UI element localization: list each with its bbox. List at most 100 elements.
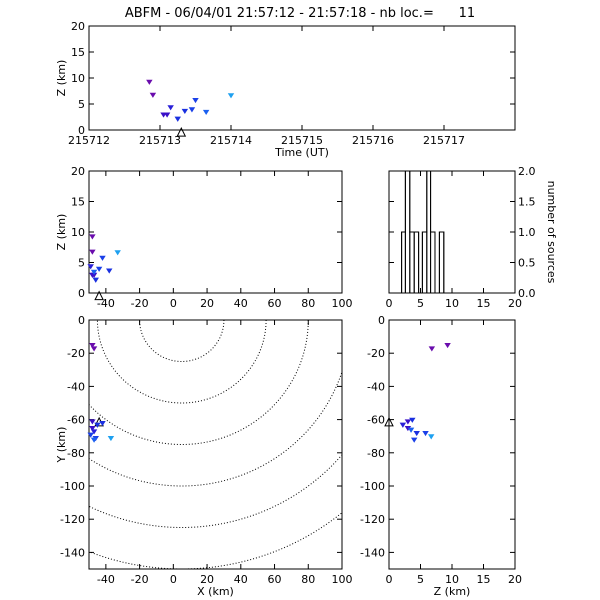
y-tick-label: 20 xyxy=(71,20,85,33)
x-tick-label: 0 xyxy=(170,573,177,586)
source-point xyxy=(89,343,96,349)
y-tick-label: 10 xyxy=(71,226,85,239)
chart-histogram: 0 5 10 15 200.0 0.5 1.0 1.5 2.0 number of sources xyxy=(386,165,559,310)
source-point xyxy=(399,422,407,428)
x-tick-label: 215717 xyxy=(423,134,465,147)
y-tick-label: 0.5 xyxy=(518,257,536,270)
y-tick-label: -120 xyxy=(60,513,85,526)
x-tick-label: 15 xyxy=(477,297,491,310)
source-point xyxy=(227,93,235,99)
source-point xyxy=(181,108,189,115)
x-tick-label: 10 xyxy=(445,573,459,586)
source-point xyxy=(89,234,96,240)
source-point xyxy=(89,426,96,432)
figure-title: ABFM - 06/04/01 21:57:12 - 21:57:18 - nb… xyxy=(125,6,475,21)
source-point xyxy=(422,430,429,437)
histogram-bar xyxy=(404,170,411,294)
source-point xyxy=(428,346,436,352)
source-point xyxy=(94,422,101,428)
x-tick-label: 80 xyxy=(301,297,315,310)
x-axis-label: Time (UT) xyxy=(274,146,329,159)
y-tick-label: -20 xyxy=(367,347,385,360)
y-tick-label: 0.0 xyxy=(518,287,536,300)
source-point xyxy=(89,249,96,255)
plot-frame xyxy=(388,319,516,570)
y-tick-label: 0 xyxy=(378,314,385,327)
chart-time-z: 215712 215713 215714 215715 215716 215717 0 5 10… xyxy=(55,20,516,159)
source-point xyxy=(427,434,435,440)
plot-frame xyxy=(88,25,516,131)
source-point xyxy=(192,97,199,104)
histogram-bar xyxy=(426,170,432,294)
chart-z-y: 0 5 10 15 20 -140 -120 -100 -80 -60 -40 -20 0 Z (km) xyxy=(360,314,522,598)
source-point xyxy=(87,264,94,270)
x-tick-label: 10 xyxy=(445,297,459,310)
x-tick-label: 5 xyxy=(417,573,424,586)
plots-layer: 215712 215713 215714 215715 215716 215717 0 5 10… xyxy=(55,20,559,598)
y-tick-label: 5 xyxy=(78,257,85,270)
y-tick-label: 15 xyxy=(71,196,85,209)
source-point xyxy=(99,421,106,427)
y-tick-label: 0 xyxy=(78,124,85,137)
plot-frame xyxy=(388,170,516,294)
histogram-bar xyxy=(430,231,436,294)
x-axis-label: Z (km) xyxy=(434,585,471,598)
x-tick-label: -20 xyxy=(131,297,149,310)
source-point xyxy=(90,269,98,275)
source-point xyxy=(87,432,94,438)
source-point xyxy=(106,268,113,274)
source-point xyxy=(407,427,415,433)
source-point xyxy=(174,116,181,122)
source-point xyxy=(95,266,103,272)
histogram-bar xyxy=(413,231,420,294)
x-tick-label: 20 xyxy=(200,297,214,310)
source-point xyxy=(410,437,418,443)
x-tick-label: 0 xyxy=(386,573,393,586)
x-tick-label: -20 xyxy=(131,573,149,586)
y-tick-label: 20 xyxy=(71,165,85,178)
x-tick-label: 60 xyxy=(268,297,282,310)
histogram-steps xyxy=(389,170,515,294)
station-marker xyxy=(176,127,187,137)
source-point xyxy=(413,430,420,437)
source-point xyxy=(149,92,157,98)
source-point xyxy=(409,417,416,423)
y-tick-label: 0 xyxy=(78,287,85,300)
x-tick-label: -40 xyxy=(97,297,115,310)
y-tick-label: -40 xyxy=(67,380,85,393)
source-point xyxy=(92,277,99,283)
x-tick-label: 20 xyxy=(200,573,214,586)
source-point xyxy=(107,435,115,442)
source-point xyxy=(90,346,98,352)
x-tick-label: 215713 xyxy=(139,134,181,147)
histogram-bar xyxy=(421,231,428,294)
x-axis-label: X (km) xyxy=(197,585,234,598)
source-point xyxy=(146,79,153,85)
y-tick-label: -100 xyxy=(360,480,385,493)
source-point xyxy=(90,437,98,443)
x-tick-label: 215715 xyxy=(281,134,323,147)
y-axis-label: Z (km) xyxy=(55,214,68,251)
station-marker xyxy=(94,290,104,301)
histogram-bar xyxy=(438,231,445,294)
y-tick-label: -60 xyxy=(367,414,385,427)
x-tick-label: 0 xyxy=(170,297,177,310)
source-point xyxy=(167,105,174,111)
y-tick-label: -80 xyxy=(367,447,385,460)
y-tick-label: 1.5 xyxy=(518,196,536,209)
x-tick-label: 100 xyxy=(332,297,353,310)
x-tick-label: 0 xyxy=(386,297,393,310)
source-point xyxy=(99,255,106,261)
y-tick-label: -60 xyxy=(67,414,85,427)
y-tick-label: -20 xyxy=(67,347,85,360)
x-tick-label: 40 xyxy=(234,297,248,310)
y-tick-label: 0 xyxy=(78,314,85,327)
y-tick-label: 5 xyxy=(78,98,85,111)
x-tick-label: 80 xyxy=(301,573,315,586)
y-tick-label: -40 xyxy=(367,380,385,393)
y-tick-label: -140 xyxy=(60,546,85,559)
x-tick-label: 215714 xyxy=(210,134,252,147)
y-tick-label: -80 xyxy=(67,447,85,460)
y-tick-label: -120 xyxy=(360,513,385,526)
